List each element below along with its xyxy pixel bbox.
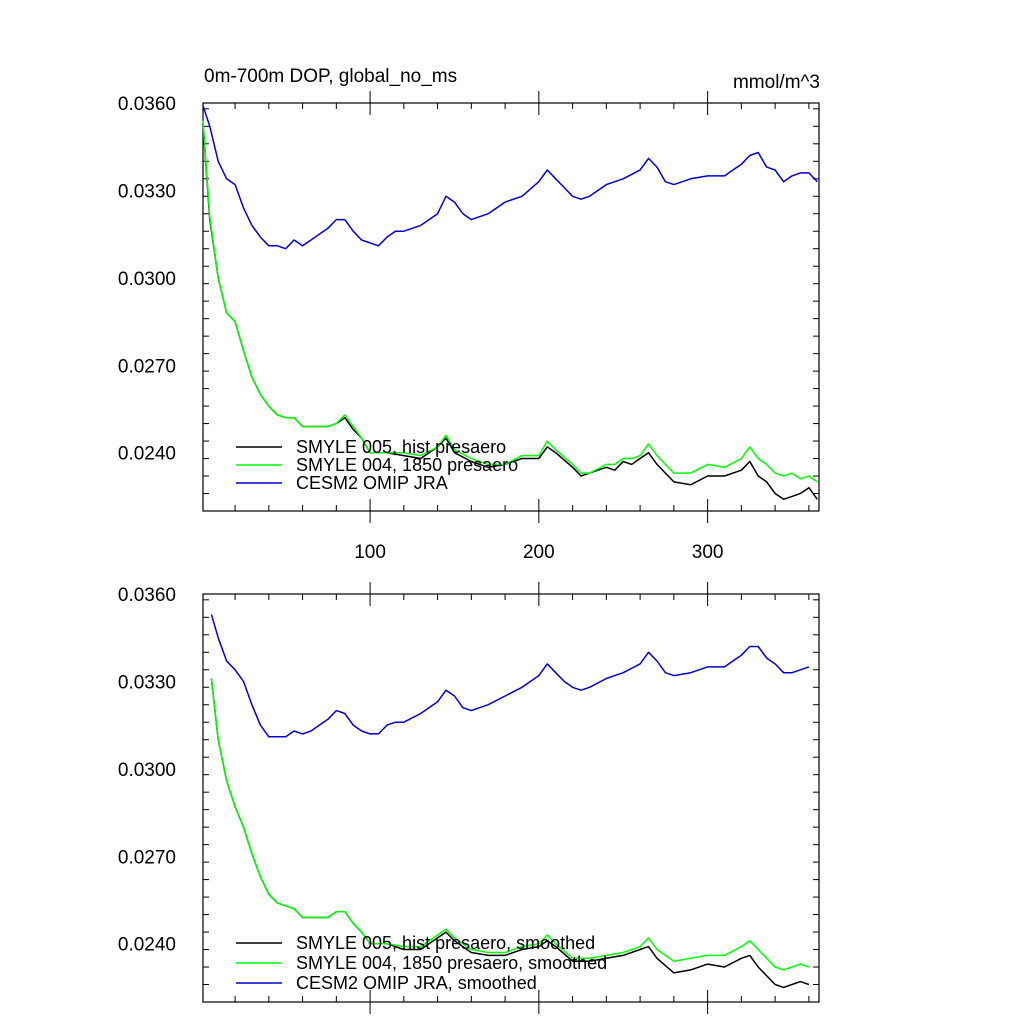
plot-frame [202,102,820,512]
legend-label: SMYLE 005, hist presaero [296,437,506,457]
series-line-3 [202,105,818,250]
legend-label: SMYLE 005, hist presaero, smoothed [296,933,595,953]
series-line-2 [210,678,810,971]
y-tick-label: 0.0330 [118,672,176,693]
legend-label: SMYLE 004, 1850 presaero [296,455,518,475]
chart-title: 0m-700m DOP, global_no_ms [204,66,457,87]
y-tick-label: 0.0270 [118,356,176,377]
units-label: mmol/m^3 [733,72,820,93]
y-tick-label: 0.0240 [118,935,176,956]
y-tick-label: 0.0330 [118,181,176,202]
y-tick-label: 0.0300 [118,760,176,781]
series-line-3 [210,614,810,738]
legend-label: SMYLE 004, 1850 presaero, smoothed [296,953,607,973]
series-line-2 [202,120,818,483]
x-tick-label: 100 [354,542,386,563]
legend-label: CESM2 OMIP JRA, smoothed [296,973,537,993]
legend-label: CESM2 OMIP JRA [296,473,448,493]
y-tick-label: 0.0360 [118,94,176,115]
x-tick-label: 200 [523,542,555,563]
y-tick-label: 0.0270 [118,847,176,868]
x-tick-label: 300 [692,542,724,563]
chart-panel-bottom: 0.0360 0.0330 0.0300 0.0270 0.0240 SMYLE 005,… [118,582,820,1014]
y-tick-label: 0.0300 [118,269,176,290]
plot-frame [202,593,820,1003]
y-tick-label: 0.0240 [118,444,176,465]
y-tick-label: 0.0360 [118,585,176,606]
chart-panel-top: 0.0360 0.0330 0.0300 0.0270 0.0240 100 200 300 0… [118,66,820,563]
